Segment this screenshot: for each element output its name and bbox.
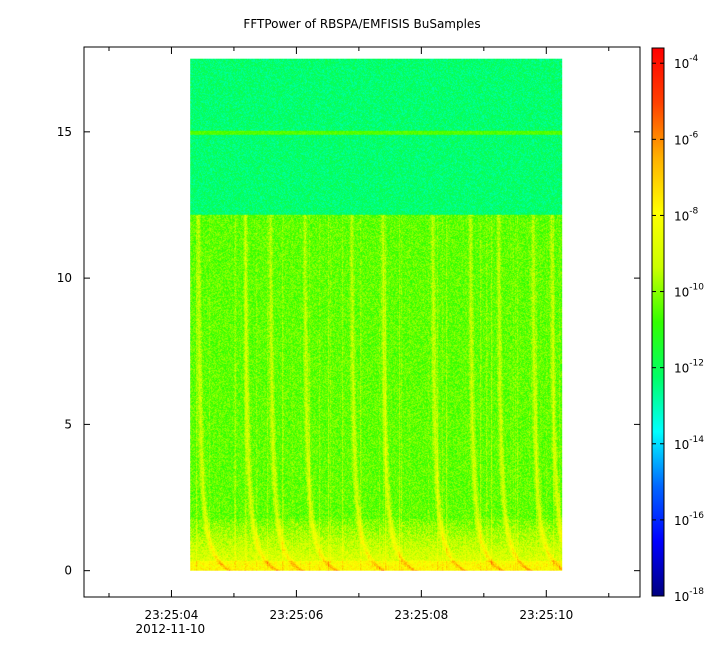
y-tick-label: 0 bbox=[64, 564, 72, 578]
y-tick-label: 5 bbox=[64, 417, 72, 431]
x-tick-label: 23:25:08 bbox=[394, 608, 448, 622]
colorbar-tick-label: 10-6 bbox=[674, 130, 699, 147]
colorbar-tick-label: 10-4 bbox=[674, 54, 699, 71]
colorbar-tick-label: 10-8 bbox=[674, 206, 699, 223]
spectrogram-image bbox=[190, 58, 563, 571]
y-tick-label: 10 bbox=[57, 271, 72, 285]
x-date-label: 2012-11-10 bbox=[135, 622, 205, 636]
colorbar-tick-label: 10-16 bbox=[674, 511, 704, 528]
axes: 0 5 10 15 23:25:04 23:25:06 23:25:08 23:25:10 20… bbox=[57, 46, 641, 636]
x-tick-label: 23:25:04 bbox=[145, 608, 199, 622]
plot-frame bbox=[83, 46, 641, 598]
colorbar-tick-label: 10-12 bbox=[674, 359, 704, 376]
plot-area bbox=[190, 58, 563, 571]
colorbar-tick-label: 10-10 bbox=[674, 283, 704, 300]
colorbar-tick-label: 10-18 bbox=[674, 587, 704, 604]
x-tick-label: 23:25:06 bbox=[269, 608, 323, 622]
y-tick-label: 15 bbox=[57, 125, 72, 139]
colorbar: 10-18 10-16 10-14 10-12 10-10 10-8 10-6 10-4 bbox=[651, 47, 704, 604]
chart-title: FFTPower of RBSPA/EMFISIS BuSamples bbox=[243, 17, 481, 31]
x-tick-label: 23:25:10 bbox=[519, 608, 573, 622]
colorbar-tick-label: 10-14 bbox=[674, 435, 704, 452]
colorbar-bar bbox=[651, 47, 665, 597]
